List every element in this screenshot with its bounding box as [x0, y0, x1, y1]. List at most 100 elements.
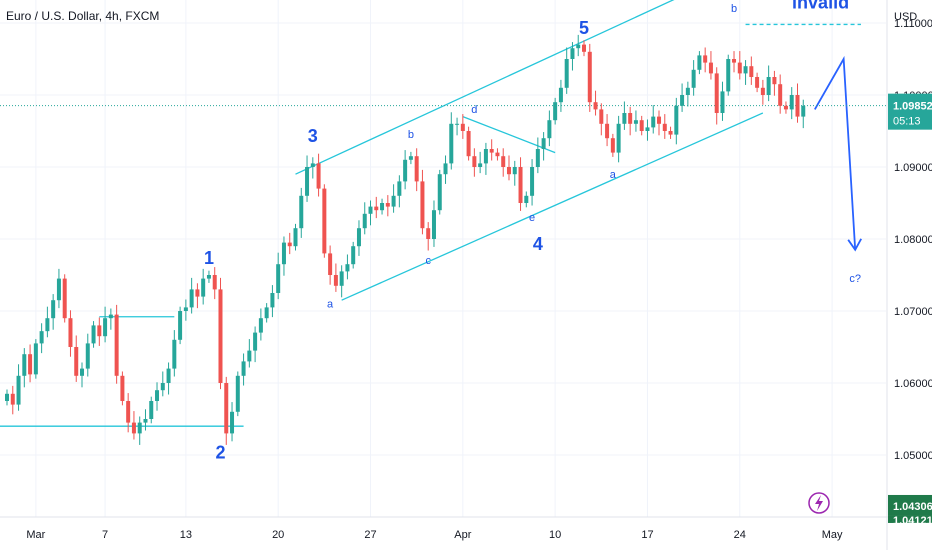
candle-body — [97, 325, 102, 337]
target-label: c? — [849, 273, 861, 285]
chart-grid — [0, 0, 886, 517]
candle-body — [760, 87, 765, 95]
candle-body — [281, 242, 286, 265]
candle-body — [789, 95, 794, 110]
candle-body — [247, 350, 252, 362]
candle-body — [691, 69, 696, 88]
candle-body — [651, 116, 656, 128]
candle-body — [103, 318, 108, 337]
candle-body — [345, 264, 350, 272]
time-axis[interactable]: Mar 7 13 20 27 Apr 10 17 24 May — [0, 516, 888, 541]
subwave-label: c — [425, 255, 431, 267]
candle-body — [356, 228, 361, 247]
lightning-bolt-icon[interactable] — [808, 492, 830, 514]
wave-label: 5 — [579, 18, 589, 38]
candle-body — [570, 48, 575, 59]
candle-body — [403, 159, 408, 182]
candle-body — [10, 393, 15, 405]
candle-body — [178, 311, 183, 340]
candle-body — [166, 368, 171, 383]
candle-body — [530, 167, 535, 196]
flash-icon-bolt — [815, 495, 823, 511]
candle-body — [316, 163, 321, 189]
candle-body — [39, 331, 44, 344]
subwave-label: d — [471, 104, 477, 116]
candle-body — [737, 62, 742, 74]
candle-body — [368, 206, 373, 214]
candle-body — [685, 87, 690, 95]
candle-body — [351, 246, 356, 265]
x-tick-label: 20 — [272, 529, 284, 541]
candle-body — [108, 314, 113, 319]
flash-icon-ring — [808, 492, 830, 514]
candle-body — [639, 120, 644, 131]
candle-body — [472, 156, 477, 167]
candle-body — [518, 167, 523, 203]
x-tick-label: 13 — [180, 529, 192, 541]
candle-body — [149, 401, 154, 419]
subwave-label: b — [408, 129, 414, 141]
candle-body — [5, 393, 9, 401]
candle-body — [126, 401, 131, 423]
candle-body — [506, 167, 511, 175]
candle-body — [547, 120, 552, 139]
candle-body — [374, 206, 379, 211]
candle-body — [195, 289, 200, 297]
candle-body — [743, 66, 748, 74]
candle-body — [253, 332, 258, 351]
candle-body — [380, 203, 385, 211]
candle-body — [74, 347, 79, 376]
candle-body — [114, 314, 119, 376]
candle-body — [680, 95, 685, 106]
x-tick-label: May — [822, 529, 843, 541]
candle-body — [172, 339, 177, 369]
subwave-label: a — [610, 169, 617, 181]
candle-body — [293, 228, 298, 247]
x-tick-label: 24 — [734, 529, 746, 541]
candle-body — [587, 51, 592, 103]
candle-body — [62, 278, 67, 319]
price-axis[interactable]: USD1.120001.110001.100001.090001.080001.… — [886, 0, 932, 550]
currency-label: USD — [894, 11, 917, 23]
candle-body — [460, 123, 465, 131]
candle-body — [201, 278, 206, 297]
candle-body — [224, 383, 229, 434]
candle-body — [420, 181, 425, 229]
candle-body — [143, 419, 148, 423]
candle-body — [714, 73, 719, 113]
candle-body — [218, 289, 223, 383]
low-tag — [888, 494, 932, 516]
candle-body — [512, 167, 517, 175]
wave-label: 4 — [533, 234, 543, 254]
wave-label: 2 — [215, 443, 225, 463]
candle-body — [645, 127, 650, 131]
candle-body — [541, 138, 546, 149]
candle-body — [610, 138, 615, 153]
x-tick-label: 17 — [641, 529, 653, 541]
candle-body — [426, 228, 431, 239]
candle-body — [708, 62, 713, 74]
candle-body — [120, 375, 125, 401]
candle-body — [28, 354, 33, 375]
candle-body — [501, 156, 506, 167]
candle-body — [599, 109, 604, 124]
candle-body — [183, 307, 188, 311]
candle-body — [160, 383, 165, 391]
price-tag-value: 1.09852 — [893, 101, 932, 113]
candle-body — [33, 343, 38, 375]
symbol-title[interactable]: Euro / U.S. Dollar, 4h, FXCM — [6, 9, 160, 23]
candle-body — [68, 318, 73, 347]
candle-body — [22, 354, 27, 376]
subwave-label: a — [327, 298, 334, 310]
price-tag — [888, 93, 932, 130]
candle-body — [616, 123, 621, 153]
candle-body — [564, 59, 569, 88]
wave-label: 1 — [204, 248, 214, 268]
y-tick-label: 1.07000 — [894, 306, 932, 318]
candle-body — [45, 318, 50, 332]
candle-body — [333, 275, 338, 286]
channel-lower-line — [341, 112, 764, 301]
candle-body — [801, 105, 806, 117]
candle-body — [437, 174, 442, 211]
